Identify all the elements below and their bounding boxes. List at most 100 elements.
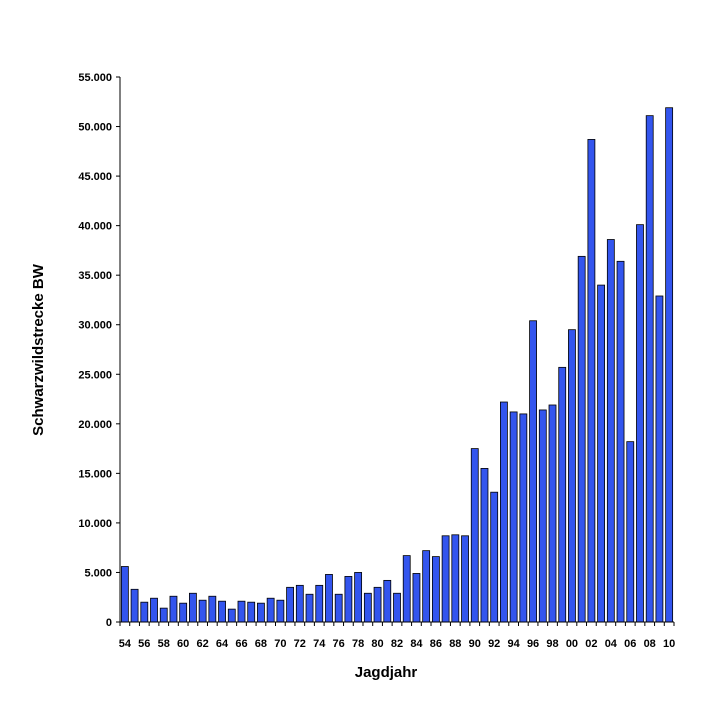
bar-66 (237, 600, 246, 623)
x-tick-label: 70 (274, 638, 286, 650)
x-tick-label: 86 (430, 638, 442, 650)
x-tick-label: 68 (255, 638, 267, 650)
bar-87 (441, 535, 450, 623)
x-tick-label: 98 (546, 638, 558, 650)
bar-06 (626, 441, 635, 623)
y-tick-label: 55.000 (78, 72, 112, 84)
bar-71 (286, 586, 294, 623)
y-tick-label: 10.000 (78, 518, 112, 530)
bar-70 (276, 599, 285, 623)
y-tick-label: 0 (106, 617, 112, 629)
bar-76 (334, 593, 343, 623)
x-tick-label: 82 (391, 638, 403, 650)
bar-65 (227, 608, 236, 623)
bar-86 (431, 556, 440, 623)
bar-10 (665, 107, 674, 623)
bar-64 (218, 600, 226, 623)
x-tick-label: 08 (644, 638, 656, 650)
bar-84 (412, 573, 421, 623)
x-tick-label: 06 (624, 638, 636, 650)
x-tick-label: 66 (235, 638, 247, 650)
bar-89 (461, 535, 469, 623)
x-tick-label: 94 (508, 638, 521, 650)
bar-74 (315, 584, 324, 623)
bar-92 (490, 491, 499, 623)
bar-04 (606, 239, 615, 623)
bar-72 (295, 584, 304, 623)
x-tick-label: 96 (527, 638, 539, 650)
x-tick-label: 56 (138, 638, 150, 650)
bar-63 (208, 595, 217, 623)
bar-77 (344, 576, 353, 623)
x-tick-label: 02 (585, 638, 597, 650)
y-tick-label: 35.000 (78, 270, 112, 282)
y-axis-ticks: 0 5.000 10.000 15.000 20.000 25.000 30.000 35.0… (78, 72, 120, 629)
bar-54 (120, 566, 129, 623)
bar-73 (305, 593, 314, 623)
bar-90 (470, 448, 479, 623)
bar-82 (393, 592, 401, 623)
bar-05 (616, 260, 625, 623)
x-tick-label: 90 (469, 638, 481, 650)
x-axis-title: Jagdjahr (355, 664, 418, 681)
bar-93 (500, 401, 508, 623)
y-tick-label: 20.000 (78, 419, 112, 431)
x-axis-ticks: 54 56 58 60 62 64 66 68 70 72 74 76 78 80 82 84 86 88 90 92… (119, 622, 675, 650)
bar-59 (169, 595, 178, 623)
bar-75 (325, 574, 333, 623)
bar-09 (655, 295, 664, 623)
bar-00 (568, 329, 576, 623)
bar-94 (509, 411, 518, 623)
x-tick-label: 78 (352, 638, 364, 650)
x-tick-label: 58 (158, 638, 170, 650)
bar-85 (422, 550, 431, 623)
x-tick-label: 76 (333, 638, 345, 650)
bar-91 (480, 468, 489, 623)
y-tick-label: 5.000 (84, 567, 112, 579)
bar-80 (373, 586, 382, 623)
bar-83 (402, 555, 411, 623)
bar-96 (529, 320, 537, 623)
bar-98 (548, 404, 557, 623)
x-tick-label: 64 (216, 638, 229, 650)
x-tick-label: 60 (177, 638, 189, 650)
y-tick-label: 45.000 (78, 171, 112, 183)
bar-68 (257, 602, 265, 623)
x-tick-label: 74 (313, 638, 326, 650)
bar-99 (558, 366, 567, 623)
bar-97 (538, 409, 547, 623)
y-tick-label: 50.000 (78, 122, 112, 134)
x-tick-label: 00 (566, 638, 578, 650)
bar-69 (266, 597, 275, 623)
bar-79 (363, 592, 372, 623)
x-tick-label: 62 (196, 638, 208, 650)
bar-81 (383, 579, 392, 623)
bar-61 (188, 592, 197, 623)
x-tick-label: 04 (605, 638, 618, 650)
x-tick-label: 88 (449, 638, 461, 650)
bar-03 (597, 284, 606, 623)
x-tick-label: 84 (410, 638, 423, 650)
bar-58 (159, 607, 168, 623)
y-tick-label: 40.000 (78, 221, 112, 233)
bar-08 (645, 115, 654, 623)
x-tick-label: 92 (488, 638, 500, 650)
bar-95 (519, 413, 528, 623)
bar-62 (198, 599, 207, 623)
x-tick-label: 72 (294, 638, 306, 650)
bar-56 (140, 601, 149, 623)
bar-57 (150, 597, 158, 623)
bar-55 (130, 588, 139, 623)
y-tick-label: 25.000 (78, 369, 112, 381)
bar-88 (451, 534, 460, 623)
bar-67 (247, 601, 256, 623)
bar-07 (636, 224, 644, 623)
bar-01 (577, 255, 586, 623)
bar-78 (354, 572, 363, 623)
x-tick-label: 10 (663, 638, 675, 650)
bar-02 (587, 139, 596, 623)
x-tick-label: 80 (371, 638, 383, 650)
y-tick-label: 30.000 (78, 320, 112, 332)
x-tick-label: 54 (119, 638, 132, 650)
